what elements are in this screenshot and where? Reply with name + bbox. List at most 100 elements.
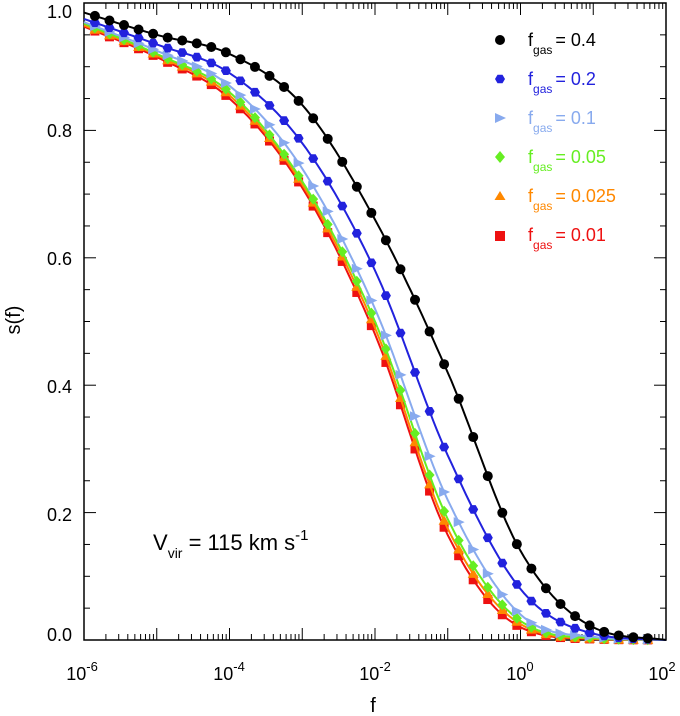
legend-item-0.1: fgas = 0.1 <box>495 108 596 135</box>
data-point <box>206 68 218 79</box>
data-point <box>279 81 290 92</box>
legend-marker-0.025 <box>494 191 506 200</box>
data-point <box>235 76 246 86</box>
data-point <box>177 55 189 66</box>
data-point <box>206 42 217 53</box>
series-fgas-0.1 <box>83 21 667 645</box>
data-point <box>439 487 451 497</box>
data-point <box>468 575 478 585</box>
legend-label-0.4: fgas = 0.4 <box>528 30 596 57</box>
data-point <box>424 407 435 416</box>
data-point <box>308 193 319 205</box>
data-point <box>322 176 333 186</box>
data-point <box>380 291 391 300</box>
data-point <box>380 235 391 246</box>
data-point <box>482 533 493 543</box>
data-point <box>439 505 450 517</box>
data-point <box>177 35 188 46</box>
data-point <box>337 234 349 244</box>
data-point <box>468 544 480 555</box>
data-point <box>555 598 566 609</box>
data-point <box>89 18 100 27</box>
data-point <box>104 15 115 26</box>
data-point <box>264 129 275 141</box>
data-point <box>148 28 159 39</box>
data-point <box>162 32 173 43</box>
legend-item-0.05: fgas = 0.05 <box>495 147 606 174</box>
data-point <box>410 444 420 454</box>
data-point <box>526 563 537 574</box>
data-point <box>380 343 391 355</box>
data-point <box>366 321 376 331</box>
data-point <box>220 78 232 88</box>
data-point <box>555 617 566 627</box>
data-point <box>584 620 595 631</box>
data-point <box>119 28 129 38</box>
legend-label-0.05: fgas = 0.05 <box>528 147 606 174</box>
data-point <box>235 54 246 65</box>
data-point <box>424 326 435 337</box>
data-point <box>497 599 508 611</box>
annotation-vvir: Vvir = 115 km s-1 <box>153 527 309 561</box>
data-point <box>279 137 291 148</box>
data-point <box>424 478 436 489</box>
legend-marker-0.2 <box>495 74 505 84</box>
data-point <box>351 263 363 274</box>
data-point <box>89 10 100 21</box>
y-tick-label-0.8: 0.8 <box>47 121 72 141</box>
y-axis-label: s(f) <box>3 306 25 335</box>
legend-label-0.2: fgas = 0.2 <box>528 69 596 96</box>
data-point <box>453 393 464 404</box>
legend-marker-0.4 <box>495 35 505 45</box>
y-tick-label-0.0: 0.0 <box>47 625 72 645</box>
legend-item-0.025: fgas = 0.025 <box>494 186 616 213</box>
x-axis-label: f <box>370 695 376 716</box>
data-point <box>337 156 348 167</box>
data-point <box>250 87 260 97</box>
data-point <box>337 246 348 258</box>
data-point <box>264 70 275 81</box>
data-point <box>206 58 217 68</box>
data-point <box>497 589 509 600</box>
data-point <box>177 48 188 57</box>
data-point <box>482 588 494 598</box>
data-point <box>526 617 538 628</box>
data-point <box>337 256 347 266</box>
y-tick-label-0.4: 0.4 <box>47 377 72 397</box>
y-tick-label-0.6: 0.6 <box>47 249 72 269</box>
data-point <box>220 47 231 58</box>
data-point <box>308 113 319 124</box>
data-point <box>454 551 464 561</box>
x-tick-label-1e0: 100 <box>506 659 533 684</box>
data-point <box>541 624 552 635</box>
data-point <box>453 534 464 546</box>
data-point <box>322 133 333 144</box>
data-point <box>395 384 406 396</box>
data-point <box>410 294 421 305</box>
data-point <box>250 112 260 124</box>
data-point <box>570 623 581 633</box>
data-point <box>482 581 493 593</box>
data-point <box>264 101 275 110</box>
x-tick-label-1e-6: 10-6 <box>66 659 98 684</box>
data-point <box>322 218 333 230</box>
data-point <box>162 50 174 61</box>
data-point <box>497 610 507 620</box>
data-point <box>482 471 493 482</box>
data-point <box>351 275 362 287</box>
data-point <box>323 228 333 238</box>
x-tick-label-1e-2: 10-2 <box>359 659 391 684</box>
data-point <box>410 411 421 422</box>
data-point <box>468 505 479 514</box>
data-point <box>424 451 436 462</box>
data-point <box>453 544 465 554</box>
data-point <box>366 295 378 306</box>
data-point <box>366 258 377 268</box>
series-layer <box>83 10 667 646</box>
legend-marker-0.01 <box>495 231 505 241</box>
data-point <box>264 119 276 130</box>
data-point <box>599 626 610 637</box>
data-point <box>438 515 450 525</box>
data-point <box>220 66 231 75</box>
data-point <box>467 568 479 578</box>
